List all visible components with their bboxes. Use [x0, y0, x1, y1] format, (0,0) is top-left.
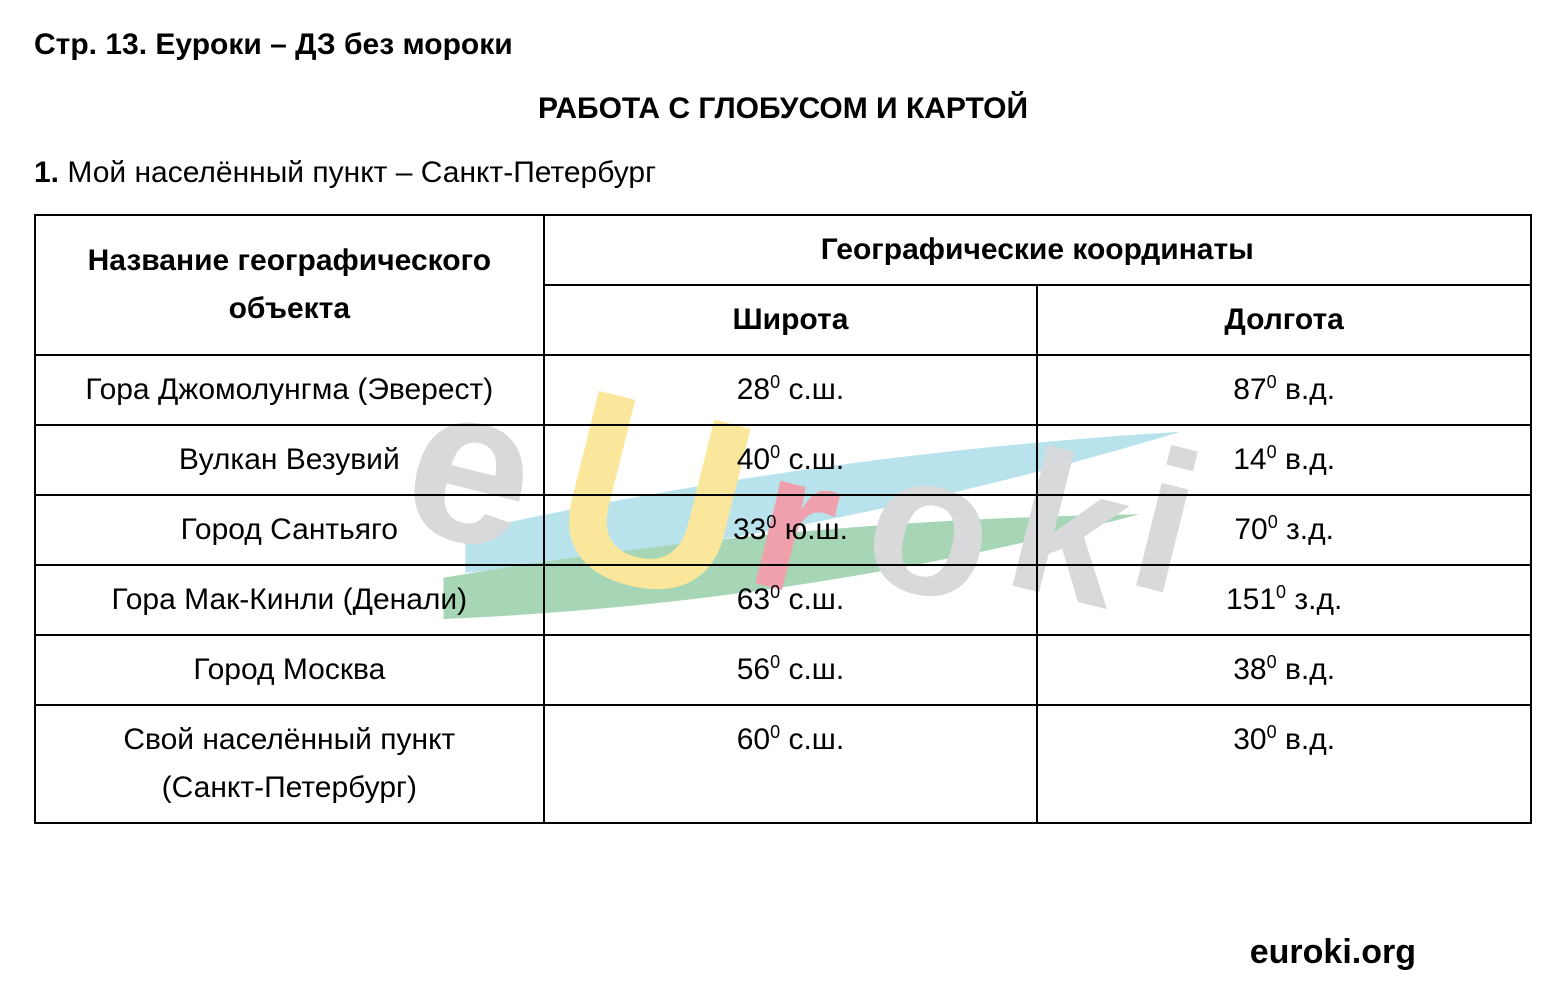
- cell-lat: 630 с.ш.: [544, 565, 1038, 635]
- th-lon: Долгота: [1037, 285, 1531, 355]
- cell-name: Гора Джомолунгма (Эверест): [35, 355, 544, 425]
- coordinates-table: Название географическогообъекта Географи…: [34, 214, 1532, 824]
- table-row: Гора Мак-Кинли (Денали)630 с.ш.1510 з.д.: [35, 565, 1531, 635]
- cell-name: Свой населённый пункт(Санкт-Петербург): [35, 705, 544, 823]
- cell-lat: 400 с.ш.: [544, 425, 1038, 495]
- table-body: Гора Джомолунгма (Эверест)280 с.ш.870 в.…: [35, 355, 1531, 823]
- th-lat: Широта: [544, 285, 1038, 355]
- footer-site: euroki.org: [1250, 933, 1416, 972]
- cell-name: Гора Мак-Кинли (Денали): [35, 565, 544, 635]
- table-row: Город Москва560 с.ш.380 в.д.: [35, 635, 1531, 705]
- th-coords: Географические координаты: [544, 215, 1531, 285]
- table-header-row-1: Название географическогообъекта Географи…: [35, 215, 1531, 285]
- cell-lon: 300 в.д.: [1037, 705, 1531, 823]
- table-row: Гора Джомолунгма (Эверест)280 с.ш.870 в.…: [35, 355, 1531, 425]
- cell-lat: 560 с.ш.: [544, 635, 1038, 705]
- cell-name: Город Москва: [35, 635, 544, 705]
- cell-lat: 330 ю.ш.: [544, 495, 1038, 565]
- intro-line: 1. Мой населённый пункт – Санкт-Петербур…: [34, 156, 1532, 190]
- page-title: РАБОТА С ГЛОБУСОМ И КАРТОЙ: [34, 92, 1532, 126]
- cell-lon: 700 з.д.: [1037, 495, 1531, 565]
- cell-lon: 1510 з.д.: [1037, 565, 1531, 635]
- page-header: Стр. 13. Еуроки – ДЗ без мороки: [34, 28, 1532, 62]
- th-name: Название географическогообъекта: [35, 215, 544, 355]
- cell-lon: 870 в.д.: [1037, 355, 1531, 425]
- table-row: Вулкан Везувий400 с.ш.140 в.д.: [35, 425, 1531, 495]
- cell-name: Город Сантьяго: [35, 495, 544, 565]
- cell-lon: 140 в.д.: [1037, 425, 1531, 495]
- table-row: Город Сантьяго330 ю.ш.700 з.д.: [35, 495, 1531, 565]
- intro-lead: 1.: [34, 156, 59, 189]
- cell-lon: 380 в.д.: [1037, 635, 1531, 705]
- table-row: Свой населённый пункт(Санкт-Петербург)60…: [35, 705, 1531, 823]
- cell-lat: 280 с.ш.: [544, 355, 1038, 425]
- intro-text: Мой населённый пункт – Санкт-Петербург: [59, 156, 656, 189]
- cell-lat: 600 с.ш.: [544, 705, 1038, 823]
- cell-name: Вулкан Везувий: [35, 425, 544, 495]
